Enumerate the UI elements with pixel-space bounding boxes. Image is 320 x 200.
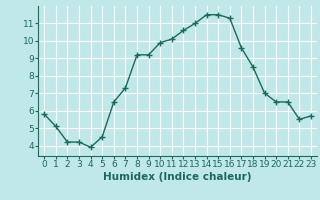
X-axis label: Humidex (Indice chaleur): Humidex (Indice chaleur): [103, 172, 252, 182]
